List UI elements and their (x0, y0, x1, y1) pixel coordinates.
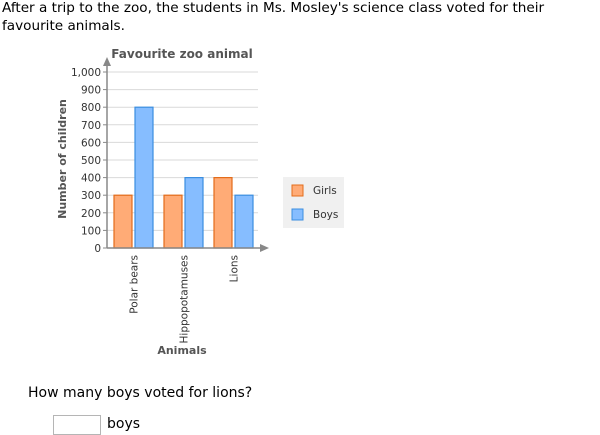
problem-intro: After a trip to the zoo, the students in… (2, 0, 545, 34)
legend: Girls Boys (283, 177, 344, 228)
x-tick-label: Hippopotamuses (179, 255, 191, 344)
y-tick-label: 600 (81, 137, 101, 149)
bar-boys-0 (134, 106, 154, 249)
question-text: How many boys voted for lions? (28, 385, 253, 401)
y-tick-label: 400 (81, 173, 101, 185)
answer-input[interactable] (53, 415, 101, 435)
y-axis-arrow (103, 57, 111, 66)
x-axis-title: Animals (157, 344, 207, 357)
x-tick-label: Polar bears (129, 255, 141, 314)
chart-title: Favourite zoo animal (111, 47, 252, 61)
y-axis-title: Number of children (56, 99, 69, 219)
answer-unit-label: boys (107, 416, 141, 432)
x-axis-arrow (260, 244, 269, 252)
bar-boys-2 (234, 194, 254, 249)
legend-label-boys: Boys (313, 209, 338, 221)
bar-boys-1 (184, 177, 204, 249)
y-tick-label: 800 (81, 102, 101, 114)
legend-swatch-boys (291, 208, 304, 221)
bar-chart: Favourite zoo animal 0 100 200 300 400 500 600… (56, 47, 344, 357)
y-tick-label: 1,000 (71, 67, 101, 79)
bar-girls-2 (213, 177, 233, 249)
legend-swatch-girls (291, 184, 304, 197)
y-tick-label: 700 (81, 120, 101, 132)
y-tick-label: 100 (81, 225, 101, 237)
bar-girls-0 (113, 194, 133, 249)
x-tick-label: Lions (229, 255, 241, 282)
y-tick-labels: 0 100 200 300 400 500 600 700 800 900 1,000 (71, 67, 107, 255)
y-tick-label: 0 (94, 243, 101, 255)
axes (103, 57, 269, 252)
bar-girls-1 (163, 194, 183, 249)
y-tick-label: 900 (81, 85, 101, 97)
bars (113, 106, 254, 249)
y-tick-label: 200 (81, 208, 101, 220)
legend-label-girls: Girls (313, 185, 337, 197)
y-tick-label: 300 (81, 190, 101, 202)
y-tick-label: 500 (81, 155, 101, 167)
x-tick-labels: Polar bears Hippopotamuses Lions (129, 255, 241, 344)
